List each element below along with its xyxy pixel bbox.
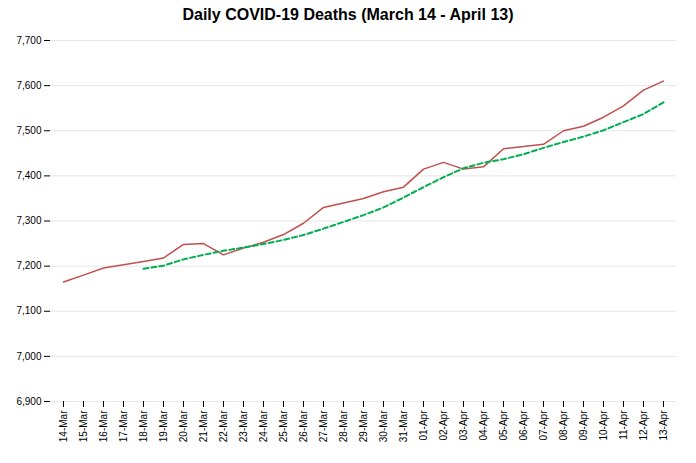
svg-text:10-Apr: 10-Apr	[598, 410, 609, 441]
svg-text:24-Mar: 24-Mar	[258, 410, 269, 442]
svg-text:15-Mar: 15-Mar	[78, 410, 89, 442]
svg-text:18-Mar: 18-Mar	[138, 410, 149, 442]
svg-text:08-Apr: 08-Apr	[558, 410, 569, 441]
svg-text:29-Mar: 29-Mar	[358, 410, 369, 442]
svg-text:6,900: 6,900	[16, 396, 41, 407]
svg-text:7,700: 7,700	[16, 35, 41, 46]
svg-text:7,500: 7,500	[16, 125, 41, 136]
svg-text:7,200: 7,200	[16, 260, 41, 271]
svg-text:27-Mar: 27-Mar	[318, 410, 329, 442]
svg-text:20-Mar: 20-Mar	[178, 410, 189, 442]
svg-text:26-Mar: 26-Mar	[298, 410, 309, 442]
svg-text:09-Apr: 09-Apr	[578, 410, 589, 441]
svg-text:7,400: 7,400	[16, 170, 41, 181]
svg-text:04-Apr: 04-Apr	[478, 410, 489, 441]
svg-text:7,100: 7,100	[16, 305, 41, 316]
svg-text:11-Apr: 11-Apr	[618, 410, 629, 440]
svg-text:19-Mar: 19-Mar	[158, 410, 169, 442]
svg-text:7,000: 7,000	[16, 351, 41, 362]
svg-text:02-Apr: 02-Apr	[438, 410, 449, 441]
svg-text:28-Mar: 28-Mar	[338, 410, 349, 442]
svg-text:30-Mar: 30-Mar	[378, 410, 389, 442]
svg-text:07-Apr: 07-Apr	[538, 410, 549, 441]
html-text:Daily COVID-19 Deaths (March 1: Daily COVID-19 Deaths (March 14 - April …	[182, 6, 514, 23]
svg-text:05-Apr: 05-Apr	[498, 410, 509, 441]
svg-text:17-Mar: 17-Mar	[118, 410, 129, 442]
svg-text:7,600: 7,600	[16, 80, 41, 91]
svg-text:31-Mar: 31-Mar	[398, 410, 409, 442]
svg-text:01-Apr: 01-Apr	[418, 410, 429, 441]
svg-text:16-Mar: 16-Mar	[98, 410, 109, 442]
svg-text:25-Mar: 25-Mar	[278, 410, 289, 442]
svg-text:22-Mar: 22-Mar	[218, 410, 229, 442]
svg-text:13-Apr: 13-Apr	[658, 410, 669, 441]
svg-text:21-Mar: 21-Mar	[198, 410, 209, 442]
svg-text:06-Apr: 06-Apr	[518, 410, 529, 441]
svg-text:12-Apr: 12-Apr	[638, 410, 649, 441]
svg-text:14-Mar: 14-Mar	[58, 410, 69, 442]
svg-text:7,300: 7,300	[16, 215, 41, 226]
svg-text:03-Apr: 03-Apr	[458, 410, 469, 441]
svg-text:23-Mar: 23-Mar	[238, 410, 249, 442]
